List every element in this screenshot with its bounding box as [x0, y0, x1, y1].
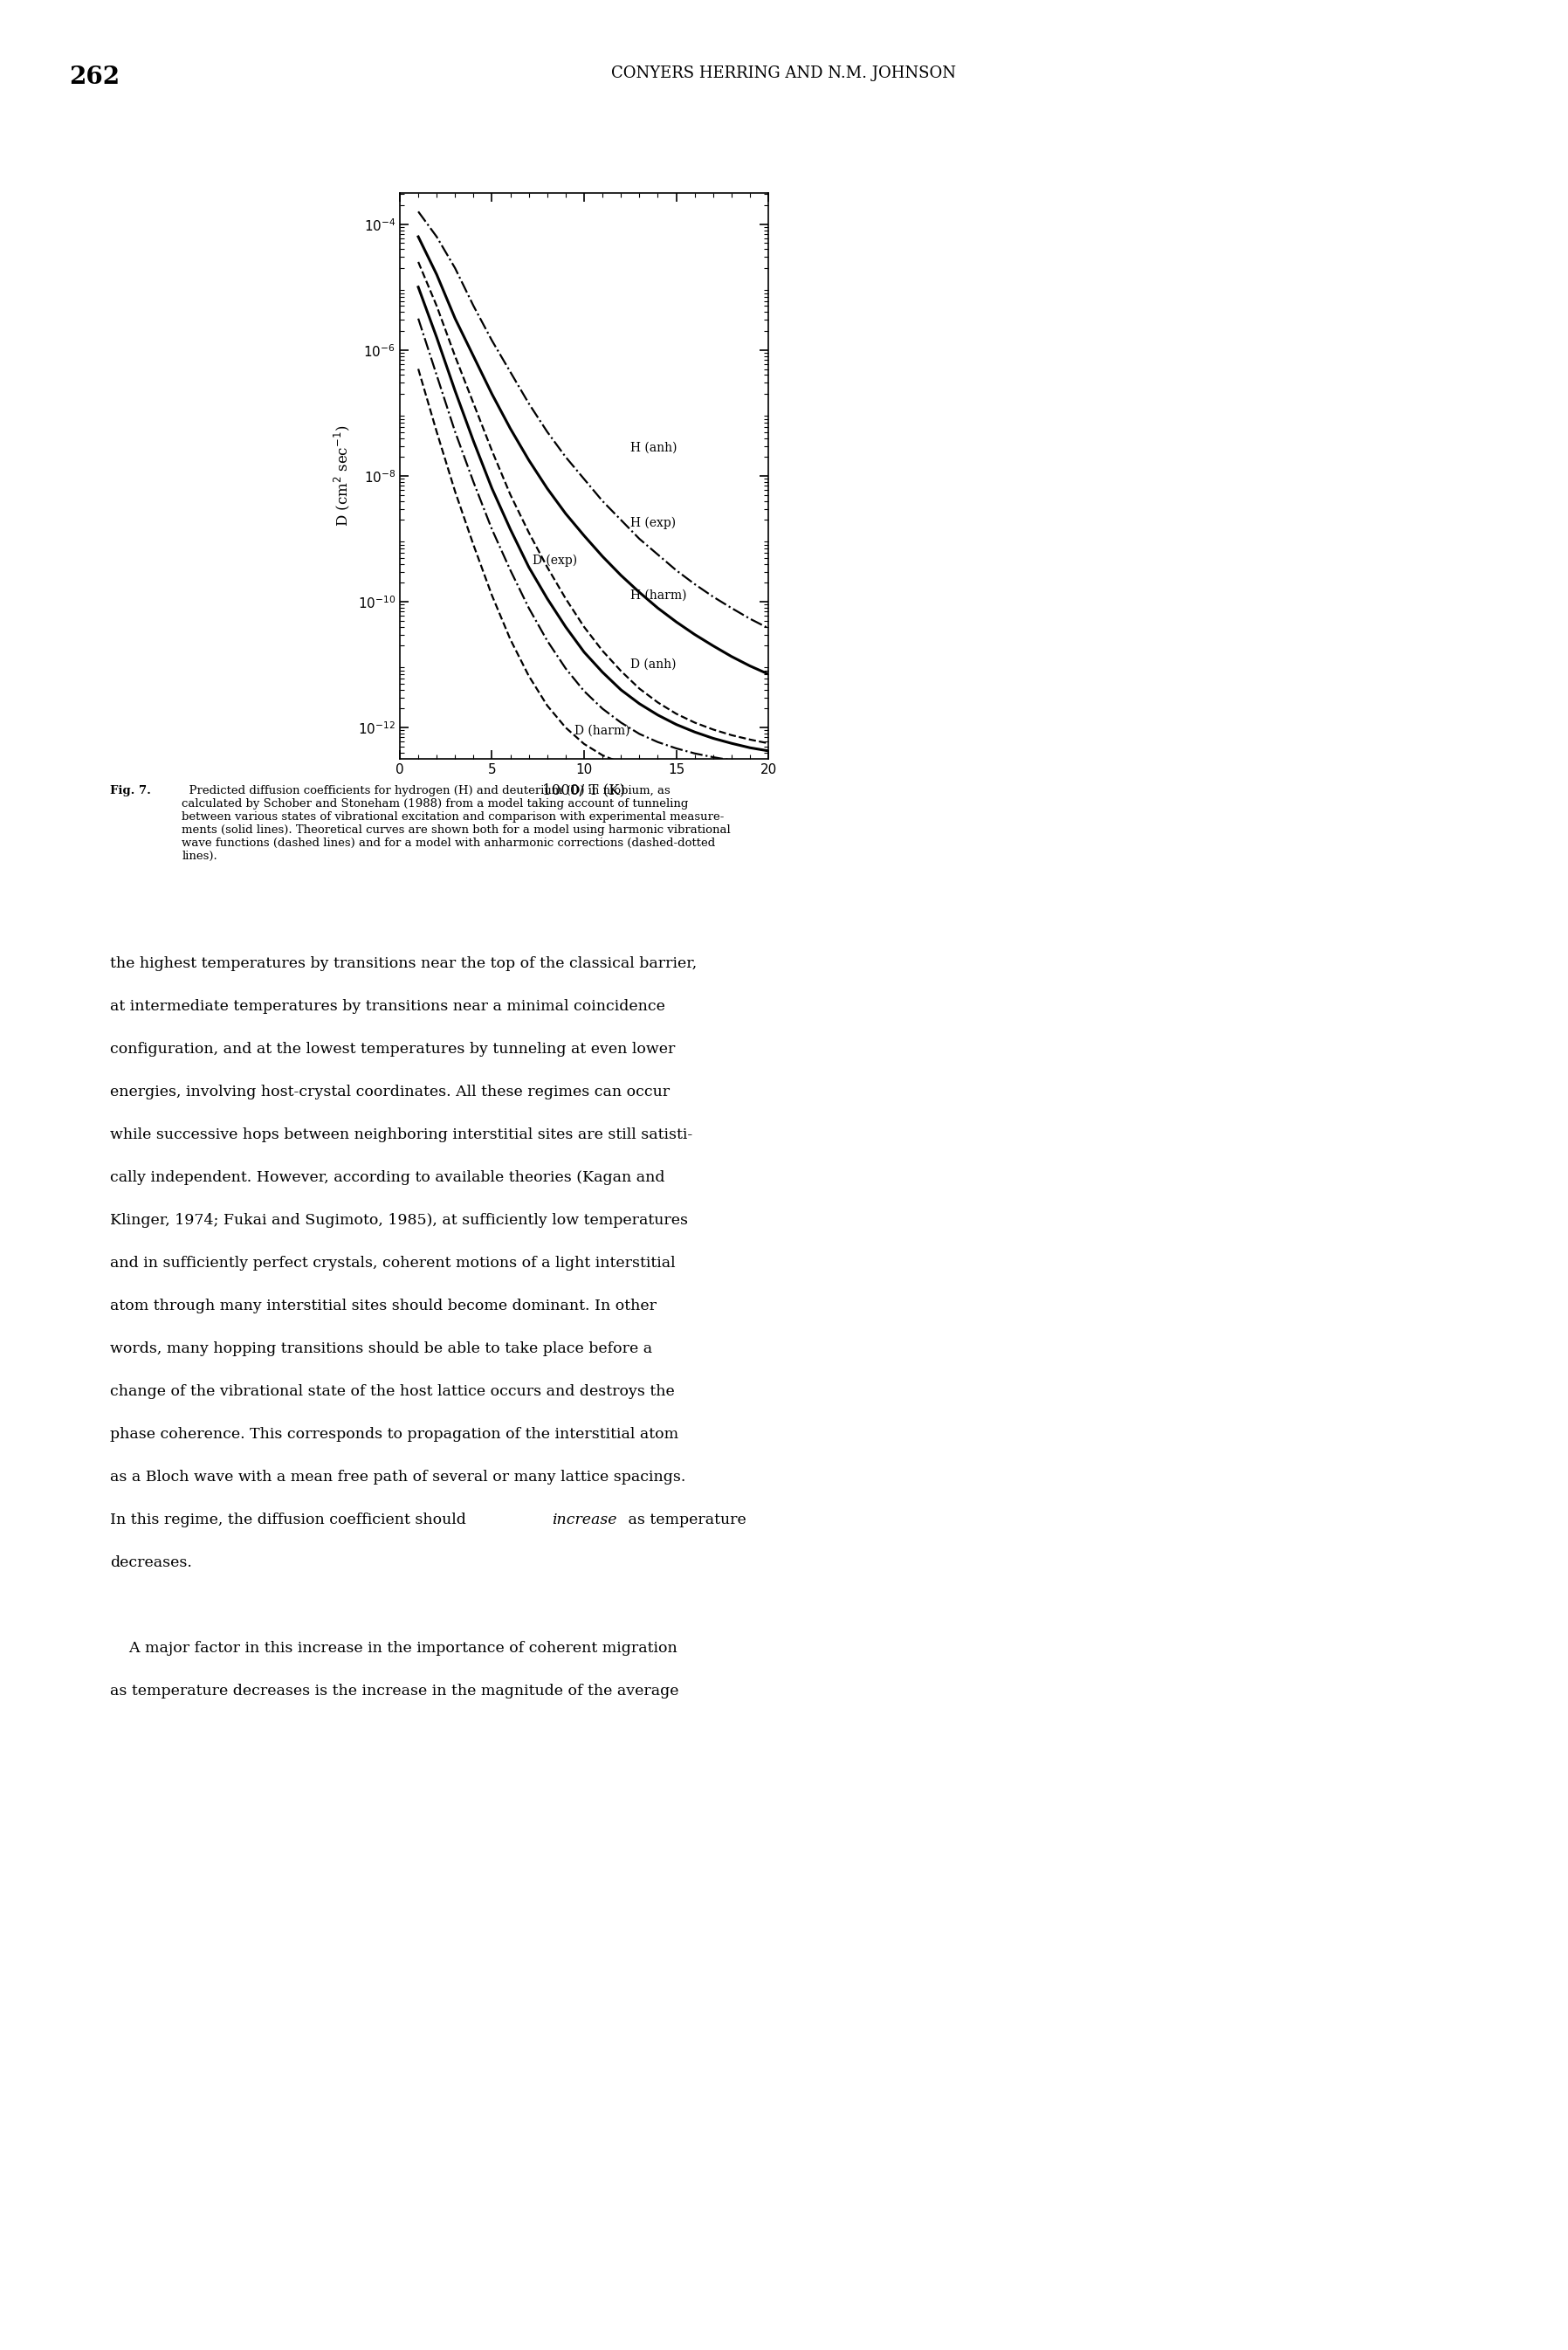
Text: at intermediate temperatures by transitions near a minimal coincidence: at intermediate temperatures by transiti… [110, 999, 665, 1015]
Text: D (harm): D (harm) [575, 724, 630, 738]
Text: D (exp): D (exp) [533, 555, 577, 566]
Text: as temperature: as temperature [624, 1513, 746, 1528]
Text: H (exp): H (exp) [630, 517, 676, 529]
Text: energies, involving host-crystal coordinates. All these regimes can occur: energies, involving host-crystal coordin… [110, 1086, 670, 1100]
Text: H (harm): H (harm) [630, 590, 687, 602]
Text: Klinger, 1974; Fukai and Sugimoto, 1985), at sufficiently low temperatures: Klinger, 1974; Fukai and Sugimoto, 1985)… [110, 1213, 688, 1229]
Text: while successive hops between neighboring interstitial sites are still satisti-: while successive hops between neighborin… [110, 1128, 693, 1142]
Text: A major factor in this increase in the importance of coherent migration: A major factor in this increase in the i… [110, 1640, 677, 1657]
Text: decreases.: decreases. [110, 1556, 191, 1570]
Y-axis label: D (cm$^2$ sec$^{-1}$): D (cm$^2$ sec$^{-1}$) [332, 425, 351, 526]
Text: In this regime, the diffusion coefficient should: In this regime, the diffusion coefficien… [110, 1513, 470, 1528]
Text: CONYERS HERRING AND N.M. JOHNSON: CONYERS HERRING AND N.M. JOHNSON [612, 66, 956, 82]
Text: increase: increase [552, 1513, 616, 1528]
Text: and in sufficiently perfect crystals, coherent motions of a light interstitial: and in sufficiently perfect crystals, co… [110, 1255, 676, 1271]
X-axis label: 1000/ T (K): 1000/ T (K) [543, 783, 626, 797]
Text: change of the vibrational state of the host lattice occurs and destroys the: change of the vibrational state of the h… [110, 1384, 674, 1398]
Text: phase coherence. This corresponds to propagation of the interstitial atom: phase coherence. This corresponds to pro… [110, 1426, 679, 1443]
Text: Predicted diffusion coefficients for hydrogen (H) and deuterium (D) in niobium, : Predicted diffusion coefficients for hyd… [182, 785, 731, 862]
Text: the highest temperatures by transitions near the top of the classical barrier,: the highest temperatures by transitions … [110, 956, 696, 971]
Text: D (anh): D (anh) [630, 658, 676, 670]
Text: atom through many interstitial sites should become dominant. In other: atom through many interstitial sites sho… [110, 1300, 657, 1314]
Text: as temperature decreases is the increase in the magnitude of the average: as temperature decreases is the increase… [110, 1683, 679, 1699]
Text: H (anh): H (anh) [630, 442, 677, 454]
Text: as a Bloch wave with a mean free path of several or many lattice spacings.: as a Bloch wave with a mean free path of… [110, 1469, 685, 1485]
Text: words, many hopping transitions should be able to take place before a: words, many hopping transitions should b… [110, 1342, 652, 1356]
Text: configuration, and at the lowest temperatures by tunneling at even lower: configuration, and at the lowest tempera… [110, 1041, 674, 1058]
Text: cally independent. However, according to available theories (Kagan and: cally independent. However, according to… [110, 1170, 665, 1184]
Text: Fig. 7.: Fig. 7. [110, 785, 151, 797]
Text: 262: 262 [69, 66, 119, 89]
